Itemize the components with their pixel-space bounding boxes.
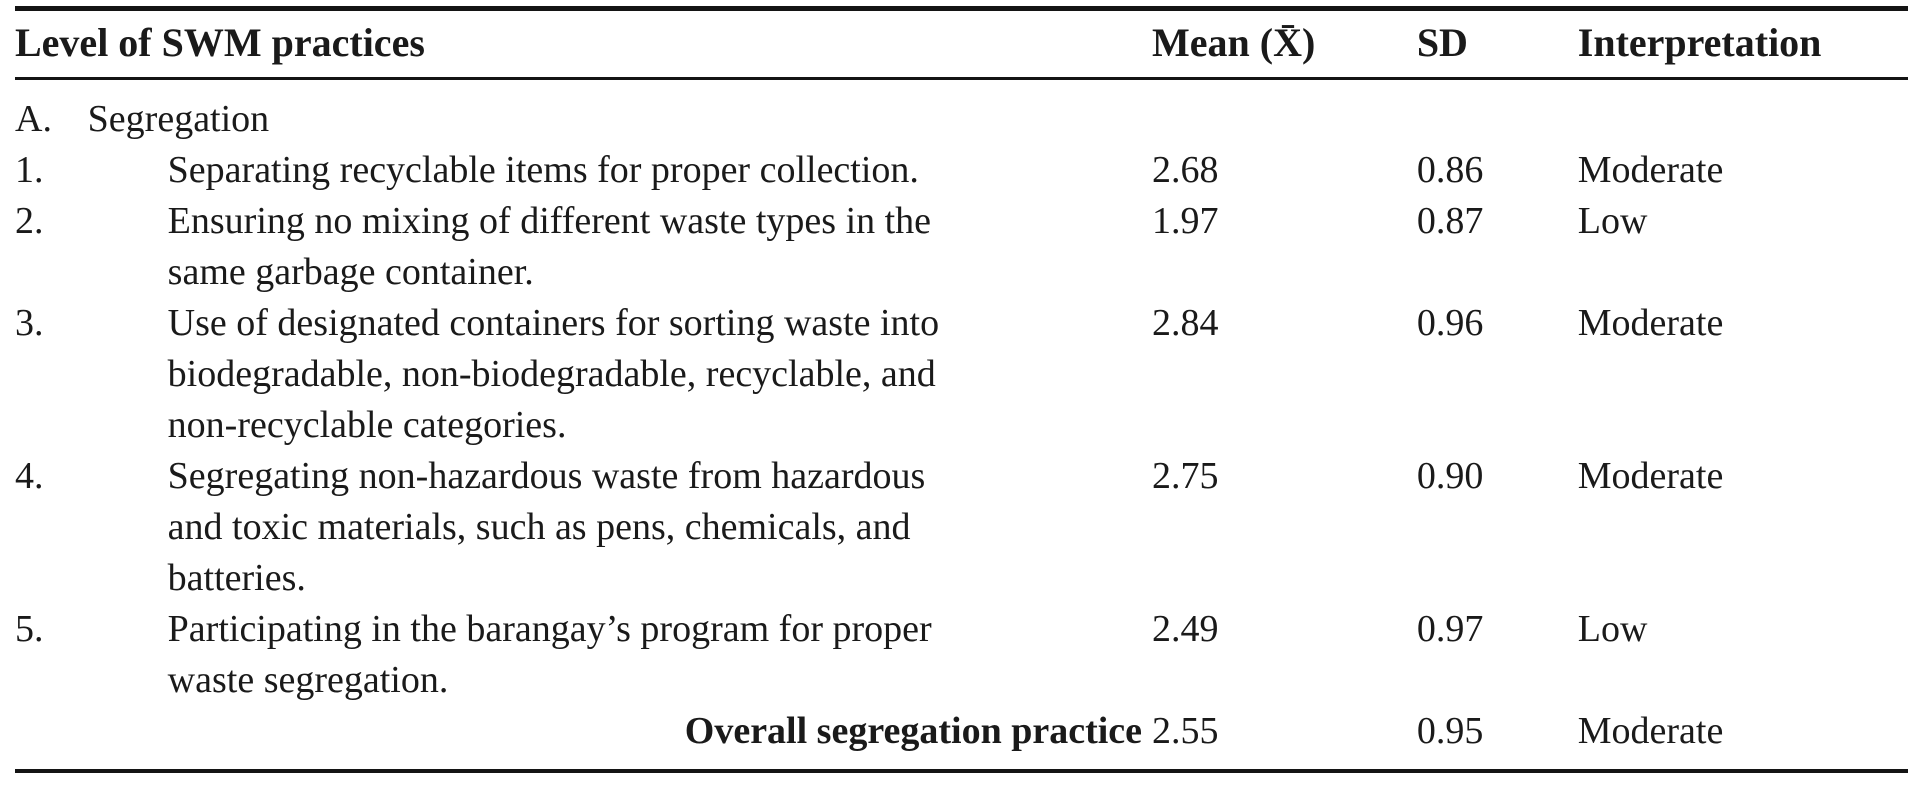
header-row: Level of SWM practices Mean (X̄) SD Inte… <box>15 8 1908 80</box>
col-header-interpretation: Interpretation <box>1577 8 1908 80</box>
mean-value: 1.97 <box>1152 200 1219 242</box>
interpretation-value: Moderate <box>1577 455 1724 497</box>
section-title: Segregation <box>87 98 270 140</box>
practice-cell: Separating recyclable items for proper c… <box>88 145 1152 196</box>
col-header-practices: Level of SWM practices <box>15 8 1153 80</box>
overall-sd-value: 0.95 <box>1416 710 1484 752</box>
practice-cell: Segregating non-hazardous waste from haz… <box>88 451 1152 604</box>
practice-text: Segregating non-hazardous waste from haz… <box>167 455 926 599</box>
interpretation-value: Moderate <box>1577 302 1724 344</box>
table-body: A. Segregation 1. Separating recyclable … <box>15 79 1908 772</box>
section-label: A. <box>15 98 52 140</box>
overall-row: Overall segregation practice 2.55 0.95 M… <box>15 706 1908 771</box>
empty-cell <box>1417 79 1578 146</box>
practice-number: 5. <box>15 608 44 650</box>
swm-practices-table: Level of SWM practices Mean (X̄) SD Inte… <box>15 6 1908 773</box>
practice-cell: Ensuring no mixing of different waste ty… <box>88 196 1152 298</box>
col-header-mean: Mean (X̄) <box>1152 8 1417 80</box>
practice-cell: Participating in the barangay’s program … <box>88 604 1152 706</box>
mean-value: 2.75 <box>1152 455 1219 497</box>
mean-value: 2.49 <box>1152 608 1219 650</box>
practice-number: 2. <box>15 200 44 242</box>
table-row-3: 3. Use of designated containers for sort… <box>15 298 1908 451</box>
interpretation-value: Low <box>1577 608 1648 650</box>
practice-cell: Use of designated containers for sorting… <box>88 298 1152 451</box>
table-row-2: 2. Ensuring no mixing of different waste… <box>15 196 1908 298</box>
empty-cell <box>1152 79 1417 146</box>
practice-number: 3. <box>15 302 44 344</box>
sd-value: 0.87 <box>1416 200 1484 242</box>
practice-number: 1. <box>15 149 44 191</box>
sd-value: 0.86 <box>1416 149 1484 191</box>
interpretation-value: Low <box>1577 200 1648 242</box>
table-header: Level of SWM practices Mean (X̄) SD Inte… <box>15 8 1908 80</box>
overall-interpretation-value: Moderate <box>1577 710 1724 752</box>
empty-cell <box>1578 79 1908 146</box>
practice-text: Separating recyclable items for proper c… <box>167 149 919 191</box>
sd-value: 0.96 <box>1416 302 1484 344</box>
table-row-5: 5. Participating in the barangay’s progr… <box>15 604 1908 706</box>
practice-text: Ensuring no mixing of different waste ty… <box>167 200 932 293</box>
mean-value: 2.84 <box>1152 302 1219 344</box>
section-row: A. Segregation <box>15 79 1908 146</box>
overall-label: Overall segregation practice <box>684 710 1143 752</box>
overall-mean-value: 2.55 <box>1152 710 1219 752</box>
sd-value: 0.97 <box>1416 608 1484 650</box>
interpretation-value: Moderate <box>1577 149 1724 191</box>
mean-value: 2.68 <box>1152 149 1219 191</box>
table-row-4: 4. Segregating non-hazardous waste from … <box>15 451 1908 604</box>
practice-text: Use of designated containers for sorting… <box>167 302 940 446</box>
sd-value: 0.90 <box>1416 455 1484 497</box>
practice-number: 4. <box>15 455 44 497</box>
col-header-sd: SD <box>1416 8 1578 80</box>
table-row-1: 1. Separating recyclable items for prope… <box>15 145 1908 196</box>
practice-text: Participating in the barangay’s program … <box>167 608 932 701</box>
